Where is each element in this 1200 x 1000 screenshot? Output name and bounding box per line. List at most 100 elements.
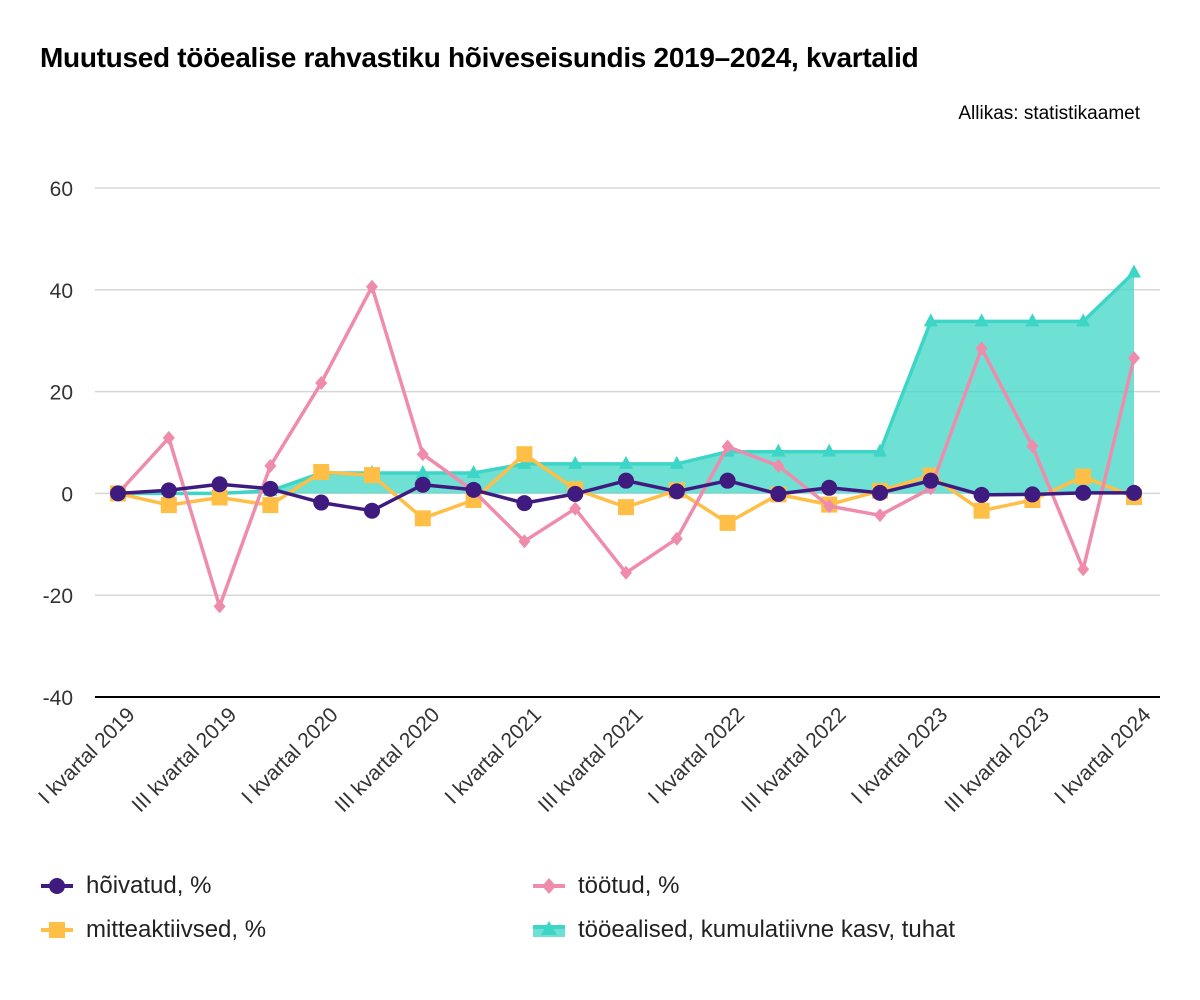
x-tick-label: I kvartal 2019 <box>34 703 139 808</box>
data-point-triangle <box>415 465 430 479</box>
data-point-diamond <box>366 279 378 294</box>
legend-square <box>49 922 65 938</box>
data-point-circle <box>872 484 888 501</box>
legend-marker-triangle-icon <box>533 921 565 937</box>
data-point-diamond <box>975 341 988 356</box>
legend-item-unemployed[interactable]: töötud, % <box>532 872 679 900</box>
legend-label: mitteaktiivsed, % <box>86 916 267 943</box>
data-point-diamond <box>823 499 836 514</box>
data-point-square <box>262 497 279 514</box>
data-point-square <box>211 489 228 506</box>
data-point-circle <box>618 472 634 489</box>
data-point-circle <box>770 485 787 502</box>
data-point-triangle <box>1127 264 1141 278</box>
x-tick-label: I kvartal 2023 <box>847 703 952 808</box>
data-point-diamond <box>874 508 886 523</box>
data-point-diamond <box>1128 351 1140 366</box>
data-point-diamond <box>213 599 226 614</box>
data-point-diamond <box>518 534 531 549</box>
data-point-circle <box>110 485 126 502</box>
y-tick-label: 0 <box>61 483 73 506</box>
data-point-circle <box>516 495 533 512</box>
data-point-circle <box>414 476 431 493</box>
legend-label: hõivatud, % <box>86 872 212 899</box>
legend-item-employed[interactable]: hõivatud, % <box>40 872 211 900</box>
data-point-circle <box>364 502 380 519</box>
legend-marker-circle-icon <box>41 878 73 894</box>
x-tick-label: III kvartal 2021 <box>534 703 648 817</box>
x-tick-label: III kvartal 2020 <box>331 703 445 817</box>
data-point-circle <box>1126 484 1142 501</box>
data-point-circle <box>668 483 685 500</box>
x-tick-label: III kvartal 2022 <box>737 703 851 817</box>
data-point-circle <box>567 485 584 502</box>
legend-item-working-age[interactable]: tööealised, kumulatiivne kasv, tuhat <box>532 916 955 944</box>
legend-triangle <box>541 921 557 935</box>
data-point-diamond <box>1026 439 1039 454</box>
data-point-circle <box>211 476 228 493</box>
y-tick-label: 20 <box>50 382 73 405</box>
data-point-triangle <box>517 455 532 469</box>
data-point-triangle <box>1076 313 1091 327</box>
data-point-triangle <box>822 443 837 457</box>
data-point-square <box>313 464 330 481</box>
legend-marker-diamond-icon <box>533 878 565 894</box>
data-point-square <box>160 497 177 514</box>
data-point-circle <box>719 472 736 489</box>
legend-marker-square-icon <box>41 922 73 938</box>
source-note: Allikas: statistikaamet <box>958 103 1140 124</box>
chart-title: Muutused tööealise rahvastiku hõiveseisu… <box>40 42 919 73</box>
data-point-square <box>1075 468 1092 485</box>
y-tick-label: 40 <box>50 280 73 303</box>
data-point-diamond <box>315 375 328 390</box>
data-point-circle <box>973 486 990 503</box>
y-tick-label: -20 <box>43 585 73 608</box>
y-tick-label: 60 <box>50 178 73 201</box>
data-point-square <box>414 510 431 527</box>
series-area-fill <box>118 272 1134 494</box>
data-point-diamond <box>1077 562 1090 577</box>
legend-dot <box>49 878 65 894</box>
x-tick-label: I kvartal 2024 <box>1050 703 1156 809</box>
data-point-circle <box>1024 486 1041 503</box>
data-point-diamond <box>620 565 632 580</box>
area-layer <box>111 264 1141 499</box>
data-point-circle <box>160 482 177 499</box>
data-point-diamond <box>416 447 429 462</box>
legend-label: töötud, % <box>578 872 680 899</box>
data-point-triangle <box>974 313 989 327</box>
data-point-diamond <box>670 531 683 546</box>
data-point-triangle <box>669 455 684 469</box>
data-point-square <box>516 446 533 463</box>
data-point-diamond <box>162 430 175 445</box>
data-point-triangle <box>568 455 583 469</box>
data-point-circle <box>313 494 330 511</box>
data-point-square <box>719 514 736 531</box>
data-point-triangle <box>619 455 633 469</box>
legend-item-inactive[interactable]: mitteaktiivsed, % <box>40 916 266 944</box>
data-point-triangle <box>923 313 938 327</box>
data-point-circle <box>465 481 482 498</box>
data-point-circle <box>922 472 939 489</box>
legend: hõivatud, % töötud, % mitteaktiivsed, % … <box>40 872 1140 962</box>
data-point-triangle <box>466 465 481 479</box>
data-point-circle <box>262 480 279 497</box>
x-tick-label: I kvartal 2022 <box>644 703 749 808</box>
legend-diamond <box>542 878 556 894</box>
data-point-square <box>618 499 634 516</box>
data-point-diamond <box>569 501 582 516</box>
data-point-circle <box>821 479 838 496</box>
data-point-diamond <box>264 458 277 473</box>
data-point-square <box>973 502 990 519</box>
x-tick-label: I kvartal 2021 <box>441 703 546 808</box>
data-point-triangle <box>1025 313 1040 327</box>
data-point-circle <box>1075 484 1092 501</box>
data-point-diamond <box>772 458 785 473</box>
x-tick-label: III kvartal 2019 <box>127 703 241 817</box>
x-tick-label: I kvartal 2020 <box>237 703 342 808</box>
x-tick-label: III kvartal 2023 <box>940 703 1054 817</box>
data-point-triangle <box>873 443 887 457</box>
data-point-triangle <box>771 443 786 457</box>
data-point-diamond <box>721 439 734 454</box>
